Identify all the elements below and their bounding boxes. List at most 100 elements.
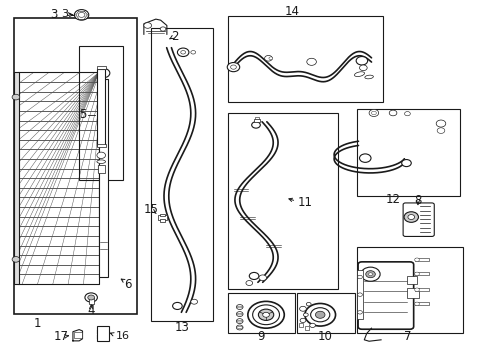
- Circle shape: [251, 122, 260, 128]
- Circle shape: [12, 94, 20, 100]
- Bar: [407, 276, 416, 284]
- Circle shape: [306, 58, 316, 66]
- Bar: [305, 327, 308, 330]
- Circle shape: [300, 318, 305, 323]
- Circle shape: [414, 272, 419, 276]
- Text: 2: 2: [171, 30, 179, 42]
- Text: 10: 10: [317, 330, 332, 343]
- Circle shape: [368, 273, 372, 276]
- Circle shape: [177, 48, 188, 57]
- Bar: [414, 258, 428, 261]
- Bar: [254, 118, 259, 122]
- Text: 8: 8: [413, 194, 421, 207]
- Ellipse shape: [364, 75, 373, 79]
- Circle shape: [74, 10, 89, 20]
- Circle shape: [181, 50, 185, 54]
- Circle shape: [236, 319, 243, 324]
- Circle shape: [88, 295, 94, 300]
- Ellipse shape: [236, 306, 243, 308]
- Bar: [414, 302, 428, 305]
- Circle shape: [435, 120, 445, 127]
- Circle shape: [371, 111, 376, 115]
- Bar: [18, 72, 99, 284]
- Circle shape: [230, 65, 236, 69]
- Circle shape: [172, 302, 182, 310]
- Circle shape: [404, 112, 409, 116]
- FancyBboxPatch shape: [357, 262, 413, 329]
- Circle shape: [388, 110, 396, 116]
- Text: 13: 13: [174, 321, 189, 334]
- Bar: [255, 117, 258, 119]
- Circle shape: [12, 257, 20, 262]
- Text: 3: 3: [50, 8, 58, 21]
- Circle shape: [357, 275, 362, 279]
- Circle shape: [310, 308, 329, 322]
- Ellipse shape: [236, 327, 243, 328]
- Bar: [414, 273, 428, 275]
- Circle shape: [160, 27, 165, 31]
- Ellipse shape: [236, 313, 243, 315]
- Circle shape: [359, 65, 366, 71]
- Circle shape: [97, 68, 110, 78]
- Circle shape: [309, 323, 315, 328]
- Circle shape: [264, 55, 272, 61]
- Bar: [98, 165, 104, 173]
- Bar: [227, 113, 337, 289]
- Circle shape: [355, 57, 367, 65]
- Bar: [99, 80, 108, 277]
- Text: 17: 17: [54, 330, 69, 343]
- Circle shape: [315, 311, 325, 318]
- Circle shape: [357, 293, 362, 296]
- Bar: [414, 288, 428, 291]
- Circle shape: [403, 212, 418, 222]
- Circle shape: [85, 293, 97, 302]
- Circle shape: [236, 312, 243, 316]
- Text: 15: 15: [143, 203, 158, 216]
- Circle shape: [299, 306, 305, 311]
- Circle shape: [190, 299, 197, 304]
- Circle shape: [305, 302, 310, 306]
- Circle shape: [304, 303, 335, 326]
- Text: 9: 9: [257, 330, 264, 343]
- Bar: [158, 215, 166, 220]
- Circle shape: [414, 258, 419, 261]
- Text: 16: 16: [116, 331, 130, 341]
- Bar: [89, 298, 93, 304]
- Bar: [356, 270, 362, 319]
- Bar: [356, 109, 459, 196]
- Circle shape: [359, 154, 370, 162]
- Text: 5: 5: [79, 108, 86, 121]
- Circle shape: [227, 63, 239, 72]
- Circle shape: [414, 302, 419, 306]
- Circle shape: [236, 325, 243, 330]
- Bar: [160, 213, 164, 216]
- Ellipse shape: [236, 320, 243, 322]
- Text: 6: 6: [123, 278, 131, 291]
- Bar: [407, 288, 419, 298]
- Bar: [97, 144, 105, 147]
- Circle shape: [414, 288, 419, 292]
- Bar: [151, 28, 213, 321]
- Bar: [97, 66, 105, 69]
- Circle shape: [360, 267, 379, 281]
- Bar: [14, 72, 19, 284]
- Circle shape: [258, 275, 266, 280]
- Circle shape: [262, 312, 269, 317]
- Text: 3: 3: [61, 9, 68, 19]
- Circle shape: [78, 12, 85, 17]
- Circle shape: [190, 50, 195, 54]
- Circle shape: [249, 273, 258, 279]
- Circle shape: [258, 309, 273, 320]
- Bar: [227, 293, 294, 333]
- Bar: [356, 247, 462, 333]
- Circle shape: [97, 152, 105, 158]
- Circle shape: [357, 311, 362, 314]
- Circle shape: [407, 215, 414, 220]
- Text: 1: 1: [34, 317, 41, 330]
- Circle shape: [436, 128, 444, 134]
- Circle shape: [303, 313, 307, 316]
- Bar: [297, 293, 354, 333]
- Bar: [97, 326, 109, 341]
- Bar: [160, 219, 164, 222]
- Bar: [97, 69, 105, 147]
